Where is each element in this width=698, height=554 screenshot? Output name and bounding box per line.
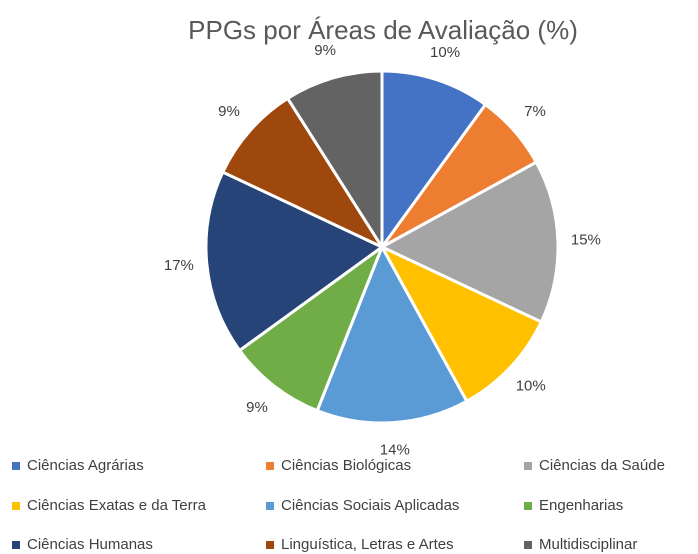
pie-slice — [315, 243, 469, 425]
pie-slice — [378, 160, 560, 324]
data-label: 10% — [516, 378, 546, 395]
legend-label: Multidisciplinar — [539, 536, 637, 553]
pie-slice — [204, 170, 385, 353]
chart-title: PPGs por Áreas de Avaliação (%) — [188, 15, 578, 45]
legend-swatch — [12, 541, 20, 549]
pie-slice — [380, 69, 488, 252]
legend-swatch — [524, 541, 532, 549]
legend-swatch — [524, 502, 532, 510]
legend-label: Ciências Sociais Aplicadas — [281, 497, 459, 514]
data-label: 9% — [314, 42, 336, 59]
legend-label: Ciências Humanas — [27, 536, 153, 553]
pie-slice — [237, 242, 386, 413]
legend-swatch — [266, 502, 274, 510]
pie-slice — [285, 69, 384, 253]
legend-label: Linguística, Letras e Artes — [281, 536, 454, 553]
legend-label: Ciências da Saúde — [539, 457, 665, 474]
data-label: 17% — [164, 257, 194, 274]
legend-swatch — [12, 502, 20, 510]
data-label: 10% — [430, 44, 460, 61]
legend-swatch — [12, 462, 20, 470]
data-label: 7% — [524, 103, 546, 120]
data-label: 15% — [571, 232, 601, 249]
legend-label: Ciências Exatas e da Terra — [27, 497, 207, 514]
pie-slice — [378, 243, 544, 404]
data-label: 9% — [218, 103, 240, 120]
legend-label: Engenharias — [539, 497, 623, 514]
data-label: 9% — [246, 399, 268, 416]
data-label: 14% — [380, 442, 410, 459]
legend-swatch — [266, 541, 274, 549]
legend-label: Ciências Agrárias — [27, 457, 144, 474]
pie-slice — [220, 96, 387, 251]
legend-label: Ciências Biológicas — [281, 457, 411, 474]
legend-swatch — [266, 462, 274, 470]
legend-swatch — [524, 462, 532, 470]
